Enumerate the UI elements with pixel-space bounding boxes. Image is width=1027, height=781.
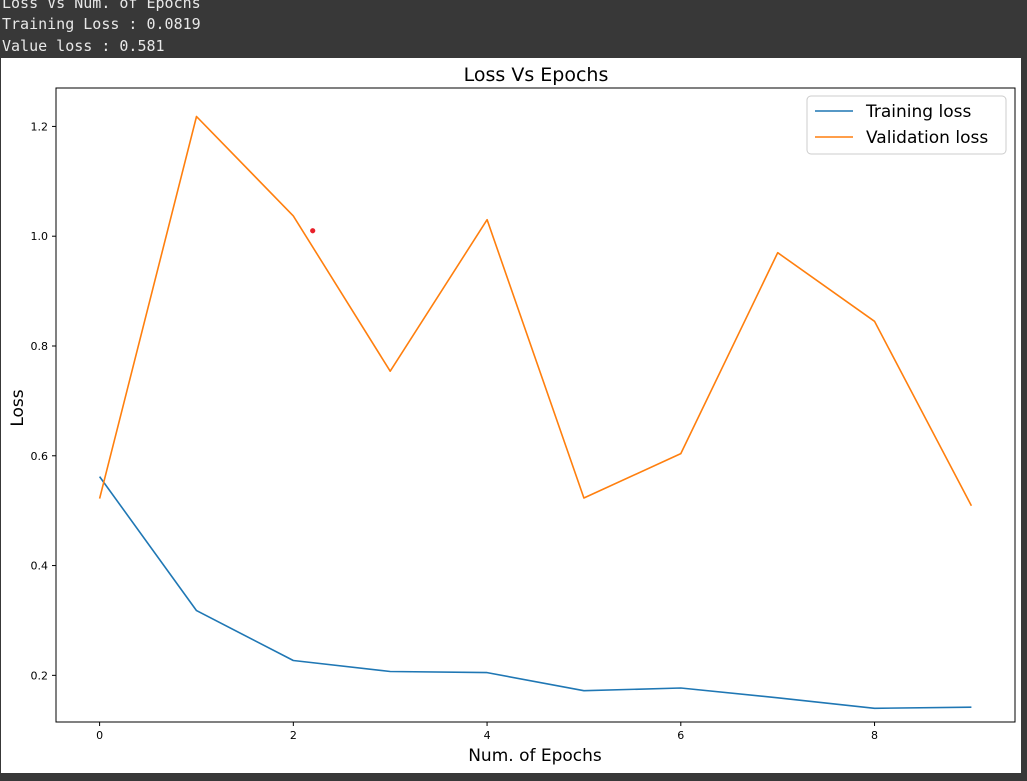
x-tick-label: 0 (96, 729, 103, 742)
legend: Training loss Validation loss (806, 95, 1007, 155)
annotation-point (310, 228, 316, 234)
legend-label-validation: Validation loss (866, 128, 988, 148)
training-loss-line (98, 476, 972, 710)
x-axis: 0 2 4 6 8 (96, 722, 878, 742)
y-tick-label: 0.6 (31, 450, 49, 463)
x-tick-label: 2 (290, 729, 297, 742)
console-line-heading: Loss Vs Num. of Epochs (2, 0, 201, 12)
bottom-edge (0, 773, 1027, 781)
y-tick-label: 1.2 (31, 120, 49, 133)
chart-title: Loss Vs Epochs (464, 64, 609, 86)
console-output: Loss Vs Num. of Epochs Training Loss : 0… (0, 0, 1027, 58)
console-line-training-loss: Training Loss : 0.0819 (2, 15, 201, 33)
y-tick-label: 0.4 (31, 560, 49, 573)
right-edge (1021, 58, 1027, 781)
console-line-value-loss: Value loss : 0.581 (2, 37, 165, 55)
legend-box (806, 95, 1007, 155)
legend-label-training: Training loss (865, 102, 971, 122)
y-tick-label: 1.0 (31, 230, 49, 243)
y-tick-label: 0.2 (31, 669, 49, 682)
x-tick-label: 8 (871, 729, 878, 742)
y-axis-label: Loss (8, 389, 28, 426)
validation-loss-line (98, 115, 973, 507)
x-tick-label: 4 (484, 729, 491, 742)
y-tick-label: 0.8 (31, 340, 49, 353)
series-layer (98, 115, 973, 710)
y-axis: 0.2 0.4 0.6 0.8 1.0 1.2 (31, 120, 56, 682)
figure-background (1, 58, 1021, 773)
plot-frame (55, 87, 1016, 723)
x-tick-label: 6 (677, 729, 684, 742)
x-axis-label: Num. of Epochs (468, 746, 602, 766)
